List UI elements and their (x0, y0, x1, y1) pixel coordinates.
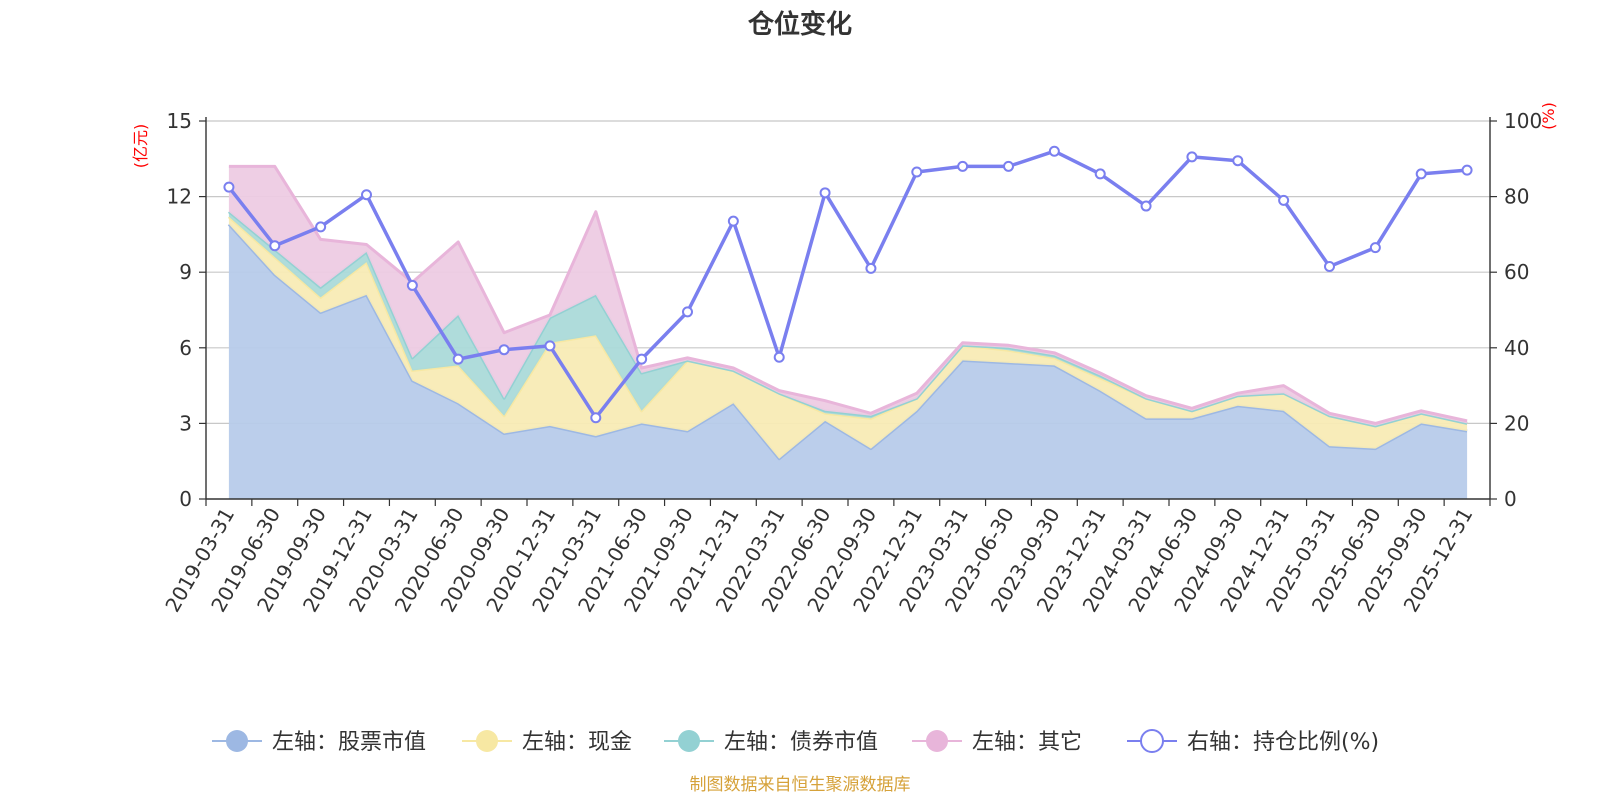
footer-source: 制图数据来自恒生聚源数据库 (690, 775, 911, 795)
area-fill (228, 216, 1468, 459)
ratio-point (315, 221, 327, 233)
ratio-point (1324, 261, 1335, 273)
ratio-point (1186, 151, 1198, 163)
ratio-point (498, 344, 510, 356)
ratio-point (1369, 242, 1381, 254)
ratio-point (590, 412, 602, 424)
left-tick-label: 0 (179, 487, 192, 511)
area-fill (228, 224, 1468, 500)
ratio-point (1461, 164, 1473, 176)
legend: 左轴：股票市值 左轴：现金 左轴：债券市值 左轴：其它 右轴：持仓比例(%) (212, 729, 1379, 755)
ratio-point (1094, 168, 1106, 180)
area-top-line (228, 164, 1468, 425)
right-tick-label: 20 (1504, 411, 1529, 435)
ratio-point (406, 279, 418, 291)
ratio-line (227, 149, 1468, 420)
legend-item[interactable]: 左轴：债券市值 (664, 730, 878, 755)
right-tick-label: 0 (1504, 487, 1517, 511)
ratio-point (452, 353, 464, 365)
legend-marker (226, 730, 248, 752)
ratio-point (911, 166, 923, 178)
legend-label: 左轴：现金 (522, 730, 632, 755)
ratio-point (819, 187, 831, 199)
ratio-point (1003, 160, 1014, 172)
right-axis-unit: (%) (1539, 102, 1558, 130)
legend-label: 右轴：持仓比例(%) (1187, 730, 1379, 755)
ratio-point (727, 215, 739, 227)
ratio-point (1048, 145, 1060, 157)
left-tick-label: 12 (167, 185, 192, 209)
ratio-point (957, 160, 969, 172)
ratio-point (223, 181, 235, 193)
left-tick-label: 9 (179, 260, 192, 284)
right-tick-label: 40 (1504, 336, 1529, 360)
legend-item[interactable]: 右轴：持仓比例(%) (1127, 729, 1379, 755)
ratio-line-series (223, 145, 1473, 424)
left-tick-label: 3 (179, 411, 192, 435)
ratio-point (682, 306, 693, 318)
right-tick-label: 60 (1504, 260, 1529, 284)
ratio-point (1232, 155, 1244, 167)
legend-marker (1140, 729, 1164, 753)
legend-label: 左轴：债券市值 (724, 730, 878, 755)
ratio-point (773, 351, 785, 363)
legend-label: 左轴：股票市值 (272, 730, 426, 755)
legend-marker (476, 730, 498, 752)
ratio-point (1140, 200, 1152, 212)
legend-item[interactable]: 左轴：股票市值 (212, 730, 426, 755)
ratio-point (636, 353, 648, 365)
legend-item[interactable]: 左轴：其它 (912, 730, 1082, 755)
right-tick-label: 80 (1504, 185, 1529, 209)
ratio-point (1278, 194, 1290, 206)
ratio-point (269, 240, 281, 252)
left-tick-label: 6 (179, 336, 192, 360)
left-tick-label: 15 (167, 109, 192, 133)
area-series (227, 164, 1468, 500)
chart-title: 仓位变化 (747, 9, 852, 40)
ratio-point (361, 189, 372, 201)
ratio-point (1415, 168, 1427, 180)
ratio-point (544, 340, 556, 352)
right-tick-label: 100 (1504, 109, 1542, 133)
area-fill (228, 166, 1468, 426)
legend-marker (926, 730, 948, 752)
legend-marker (678, 730, 700, 752)
legend-label: 左轴：其它 (972, 730, 1082, 755)
legend-item[interactable]: 左轴：现金 (462, 730, 632, 755)
ratio-point (865, 262, 877, 274)
left-axis-unit: (亿元) (131, 124, 150, 169)
